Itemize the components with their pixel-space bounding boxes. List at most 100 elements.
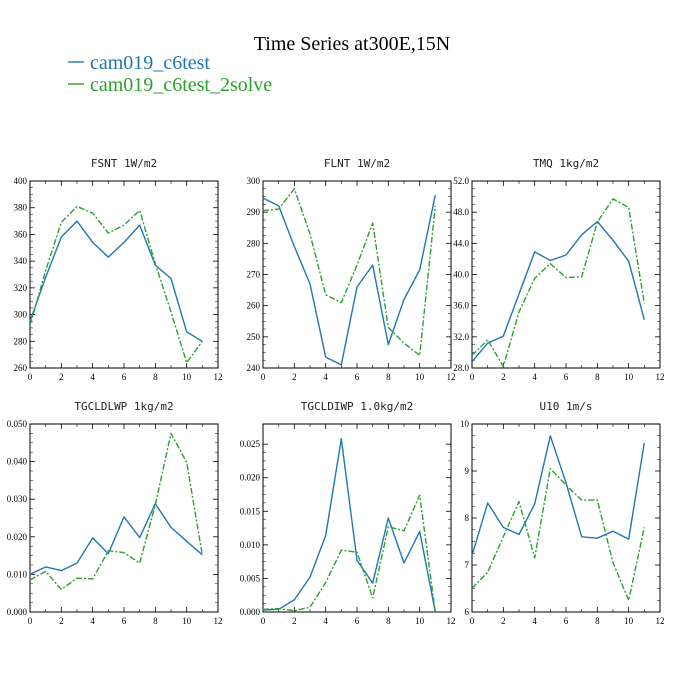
y-tick-label: 0.030 — [7, 494, 28, 504]
y-tick-label: 6 — [465, 607, 470, 617]
panel-3: TMQ 1kg/m2 0 2 4 6 8 10 12 28.0 32.0 36.0 40.0 44.0 4… — [453, 157, 664, 382]
x-tick-label: 12 — [447, 616, 456, 626]
plot-frame — [262, 180, 452, 369]
y-tick-label: 250 — [247, 332, 261, 342]
y-tick-label: 340 — [14, 256, 28, 266]
x-tick-label: 10 — [624, 372, 634, 382]
y-tick-label: 0.050 — [7, 419, 28, 429]
panel-title: FSNT 1W/m2 — [91, 157, 157, 170]
series-line-2 — [262, 494, 436, 613]
x-tick-label: 6 — [564, 616, 569, 626]
y-tick-label: 260 — [247, 301, 261, 311]
x-tick-label: 4 — [532, 372, 537, 382]
y-tick-label: 36.0 — [453, 301, 469, 311]
y-tick-label: 300 — [247, 176, 261, 186]
panel-5: TGCLDIWP 1.0kg/m2 0 2 4 6 8 10 12 0.000 0.005 0.01… — [240, 400, 456, 626]
x-tick-label: 8 — [595, 372, 600, 382]
plot-frame — [29, 180, 219, 369]
panel-2: FLNT 1W/m2 0 2 4 6 8 10 12 240 250 260 270 280 290 300 — [247, 157, 456, 382]
y-tick-label: 260 — [14, 363, 28, 373]
x-tick-label: 6 — [355, 616, 360, 626]
x-tick-label: 6 — [122, 616, 127, 626]
x-tick-label: 2 — [59, 616, 64, 626]
x-tick-label: 4 — [90, 616, 95, 626]
panel-title: TGCLDLWP 1kg/m2 — [74, 400, 173, 413]
x-tick-label: 12 — [447, 372, 456, 382]
y-tick-label: 0.000 — [7, 607, 28, 617]
series-line-2 — [29, 205, 203, 364]
x-tick-label: 0 — [28, 372, 33, 382]
panel-1: FSNT 1W/m2 0 2 4 6 8 10 12 260 280 300 320 340 360 380… — [14, 157, 223, 382]
y-tick-label: 280 — [247, 238, 261, 248]
series-line-2 — [471, 467, 645, 601]
x-tick-label: 12 — [656, 616, 665, 626]
y-tick-label: 0.040 — [7, 457, 28, 467]
panels: FSNT 1W/m20 2 4 6 8 10 12260280300320340360380… — [7, 157, 665, 626]
y-tick-label: 280 — [14, 336, 28, 346]
x-tick-label: 10 — [624, 616, 634, 626]
y-tick-label: 0.020 — [240, 473, 261, 483]
y-tick-label: 9 — [465, 466, 470, 476]
series-line-1 — [262, 194, 436, 366]
x-tick-label: 8 — [595, 616, 600, 626]
x-tick-label: 4 — [90, 372, 95, 382]
x-tick-label: 8 — [386, 616, 391, 626]
x-tick-label: 6 — [355, 372, 360, 382]
panel-title: TMQ 1kg/m2 — [533, 157, 599, 170]
series-line-1 — [471, 220, 645, 363]
panel-title: TGCLDIWP 1.0kg/m2 — [301, 400, 414, 413]
y-tick-label: 52.0 — [453, 176, 469, 186]
x-tick-label: 4 — [532, 616, 537, 626]
y-tick-label: 0.010 — [7, 569, 28, 579]
panel-title: FLNT 1W/m2 — [324, 157, 390, 170]
y-tick-label: 32.0 — [453, 332, 469, 342]
x-tick-label: 10 — [182, 372, 192, 382]
x-tick-label: 4 — [323, 616, 328, 626]
series-line-2 — [471, 198, 645, 368]
panel-4: TGCLDLWP 1kg/m2 0 2 4 6 8 10 12 0.000 0.010 0.020 0… — [7, 400, 223, 626]
x-tick-label: 2 — [59, 372, 64, 382]
x-tick-label: 8 — [153, 372, 158, 382]
y-tick-label: 290 — [247, 207, 261, 217]
y-tick-label: 48.0 — [453, 207, 469, 217]
x-tick-label: 10 — [415, 372, 425, 382]
y-tick-label: 7 — [465, 560, 470, 570]
legend-label-2: cam019_c6test_2solve — [90, 74, 272, 96]
x-tick-label: 6 — [564, 372, 569, 382]
x-tick-label: 0 — [261, 372, 266, 382]
x-tick-label: 0 — [28, 616, 33, 626]
legend-label-1: cam019_c6test — [90, 52, 210, 74]
x-tick-label: 0 — [470, 616, 475, 626]
series-line-1 — [471, 435, 645, 556]
x-tick-label: 2 — [292, 616, 297, 626]
panel-title: U10 1m/s — [540, 400, 593, 413]
series-line-2 — [29, 432, 203, 591]
x-tick-label: 12 — [214, 616, 223, 626]
y-tick-label: 40.0 — [453, 270, 469, 280]
x-tick-label: 0 — [470, 372, 475, 382]
series-line-1 — [262, 438, 436, 613]
y-tick-label: 300 — [14, 310, 28, 320]
x-tick-label: 6 — [122, 372, 127, 382]
x-tick-label: 12 — [656, 372, 665, 382]
y-tick-label: 0.015 — [240, 506, 261, 516]
y-tick-label: 10 — [460, 419, 470, 429]
series-line-1 — [29, 220, 203, 342]
series-line-1 — [29, 503, 203, 576]
y-tick-label: 380 — [14, 203, 28, 213]
y-tick-label: 0.025 — [240, 439, 261, 449]
x-tick-label: 4 — [323, 372, 328, 382]
x-tick-label: 2 — [501, 372, 506, 382]
y-tick-label: 0.010 — [240, 540, 261, 550]
y-tick-label: 0.000 — [240, 607, 261, 617]
x-tick-label: 8 — [386, 372, 391, 382]
x-tick-label: 10 — [182, 616, 192, 626]
y-tick-label: 240 — [247, 363, 261, 373]
y-tick-label: 0.005 — [240, 573, 261, 583]
y-tick-label: 320 — [14, 283, 28, 293]
figure-title: Time Series at300E,15N — [254, 33, 450, 55]
y-tick-label: 360 — [14, 229, 28, 239]
series-line-2 — [262, 188, 436, 357]
y-tick-label: 28.0 — [453, 363, 469, 373]
